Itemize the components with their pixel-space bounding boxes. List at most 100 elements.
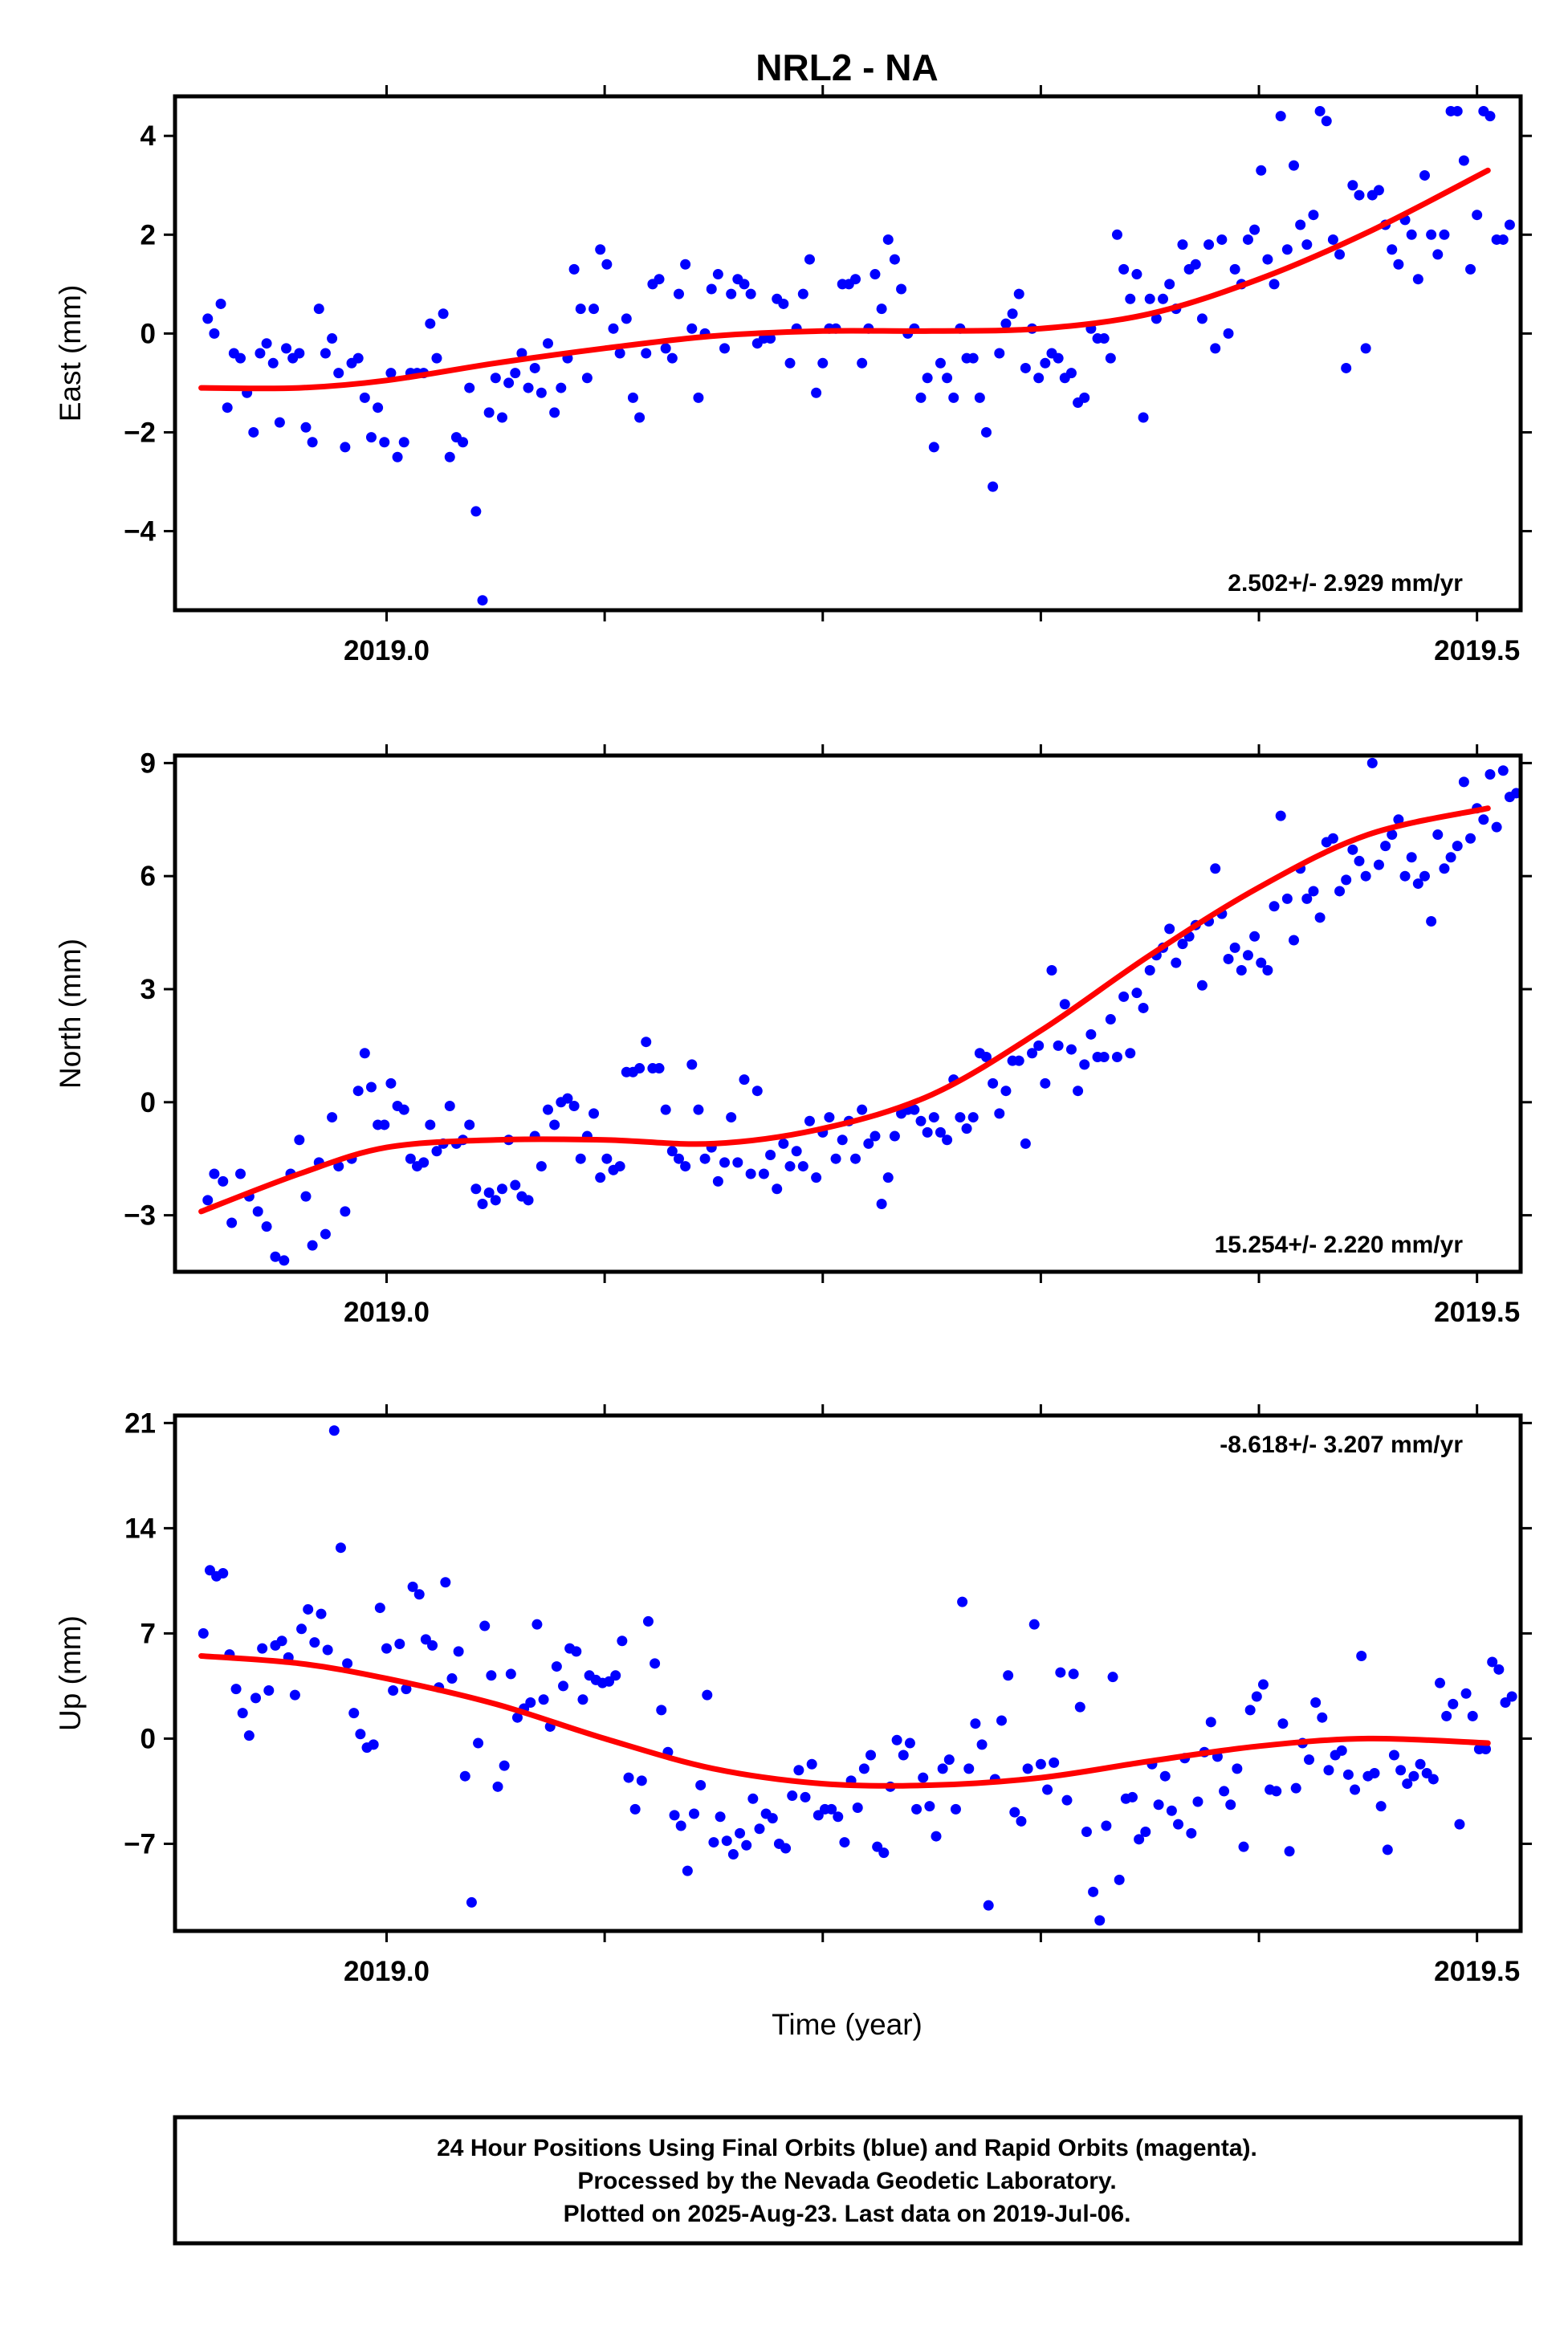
north-data-point [1497, 765, 1509, 776]
up-data-point [453, 1646, 464, 1657]
east-data-point [719, 343, 731, 354]
north-data-point [1223, 953, 1234, 964]
up-data-point [1356, 1650, 1367, 1661]
east-data-point [1229, 263, 1240, 275]
up-data-point [852, 1802, 863, 1814]
east-data-point [490, 373, 501, 384]
up-data-point [675, 1820, 686, 1831]
north-data-point [379, 1119, 390, 1130]
east-data-point [942, 373, 953, 384]
north-ytick-label: 6 [141, 861, 156, 892]
north-data-point [909, 1104, 920, 1115]
east-data-point [1105, 352, 1116, 364]
north-data-point [1458, 776, 1469, 788]
up-data-point [787, 1790, 798, 1802]
east-data-point [1158, 293, 1169, 304]
up-data-point [348, 1708, 360, 1719]
east-data-point [1308, 210, 1319, 221]
north-data-point [686, 1059, 698, 1070]
x-axis-label: Time (year) [772, 2008, 922, 2041]
north-data-point [712, 1175, 723, 1187]
up-data-point [1427, 1774, 1439, 1785]
east-data-point [365, 432, 377, 443]
east-data-point [693, 392, 704, 403]
north-data-point [1000, 1086, 1012, 1097]
up-data-point [577, 1694, 589, 1705]
up-data-point [918, 1772, 929, 1783]
north-data-point [641, 1037, 652, 1048]
footer-line-2: Processed by the Nevada Geodetic Laborat… [577, 2168, 1116, 2194]
east-data-point [1373, 185, 1384, 196]
east-data-point [1360, 343, 1371, 354]
north-data-point [1373, 859, 1384, 870]
north-data-point [405, 1153, 416, 1164]
east-data-point [1177, 239, 1188, 251]
east-data-point [948, 392, 959, 403]
east-ytick-label: 0 [141, 318, 156, 349]
up-ytick-label: 14 [124, 1513, 156, 1544]
north-data-point [660, 1104, 671, 1115]
east-data-point [575, 303, 586, 315]
up-data-point [950, 1803, 961, 1815]
east-points [202, 105, 1515, 606]
east-data-point [1485, 111, 1496, 122]
east-data-point [1131, 269, 1142, 280]
up-data-point [629, 1803, 641, 1815]
north-data-point [666, 1146, 678, 1157]
north-data-point [307, 1240, 318, 1251]
up-data-point [839, 1837, 850, 1848]
east-data-point [1151, 313, 1162, 324]
east-data-point [1354, 189, 1365, 201]
up-data-point [741, 1839, 752, 1851]
up-data-point [1487, 1656, 1498, 1668]
east-data-point [673, 288, 684, 299]
up-data-point [682, 1865, 693, 1876]
east-data-point [1033, 373, 1045, 384]
east-data-point [385, 368, 397, 379]
up-points [198, 1425, 1517, 1926]
east-plot-frame [173, 94, 1523, 613]
up-data-point [702, 1689, 713, 1701]
up-data-point [793, 1765, 804, 1776]
east-data-point [1472, 210, 1483, 221]
up-data-point [1434, 1677, 1445, 1688]
up-data-point [976, 1739, 988, 1750]
east-data-point [274, 417, 285, 428]
east-data-point [549, 407, 560, 418]
up-ytick-label: 21 [124, 1407, 156, 1439]
north-data-point [327, 1112, 338, 1123]
up-data-point [747, 1793, 759, 1804]
east-data-point [1314, 105, 1326, 116]
up-data-point [1323, 1765, 1334, 1776]
up-data-point [957, 1596, 968, 1607]
east-data-point [726, 288, 737, 299]
east-data-point [359, 392, 370, 403]
footer-box: 24 Hour Positions Using Final Orbits (bl… [173, 2115, 1523, 2246]
east-ytick-label: −2 [124, 417, 156, 448]
east-fit-curve [198, 167, 1491, 392]
north-data-point [699, 1153, 711, 1164]
up-data-point [322, 1644, 333, 1656]
east-data-point [889, 254, 900, 265]
footer-line-1: 24 Hour Positions Using Final Orbits (bl… [437, 2135, 1257, 2161]
up-data-point [1173, 1819, 1184, 1830]
up-data-point [878, 1847, 890, 1859]
east-data-point [1295, 219, 1306, 230]
north-data-point [549, 1119, 560, 1130]
up-data-point [525, 1697, 536, 1708]
east-data-point [255, 348, 266, 359]
east-data-point [1334, 249, 1346, 260]
east-data-point [333, 368, 344, 379]
up-data-point [656, 1705, 667, 1716]
up-data-point [198, 1627, 209, 1639]
up-data-point [218, 1568, 229, 1579]
east-data-point [1013, 288, 1024, 299]
up-data-point [466, 1896, 477, 1908]
east-rate-label: 2.502+/- 2.929 mm/yr [1228, 570, 1463, 597]
east-data-point [1327, 234, 1338, 245]
up-rate-label: -8.618+/- 3.207 mm/yr [1220, 1432, 1463, 1458]
east-data-point [1111, 229, 1122, 240]
east-data-point [1288, 160, 1299, 171]
north-data-point [444, 1100, 455, 1111]
up-data-point [1460, 1688, 1472, 1699]
